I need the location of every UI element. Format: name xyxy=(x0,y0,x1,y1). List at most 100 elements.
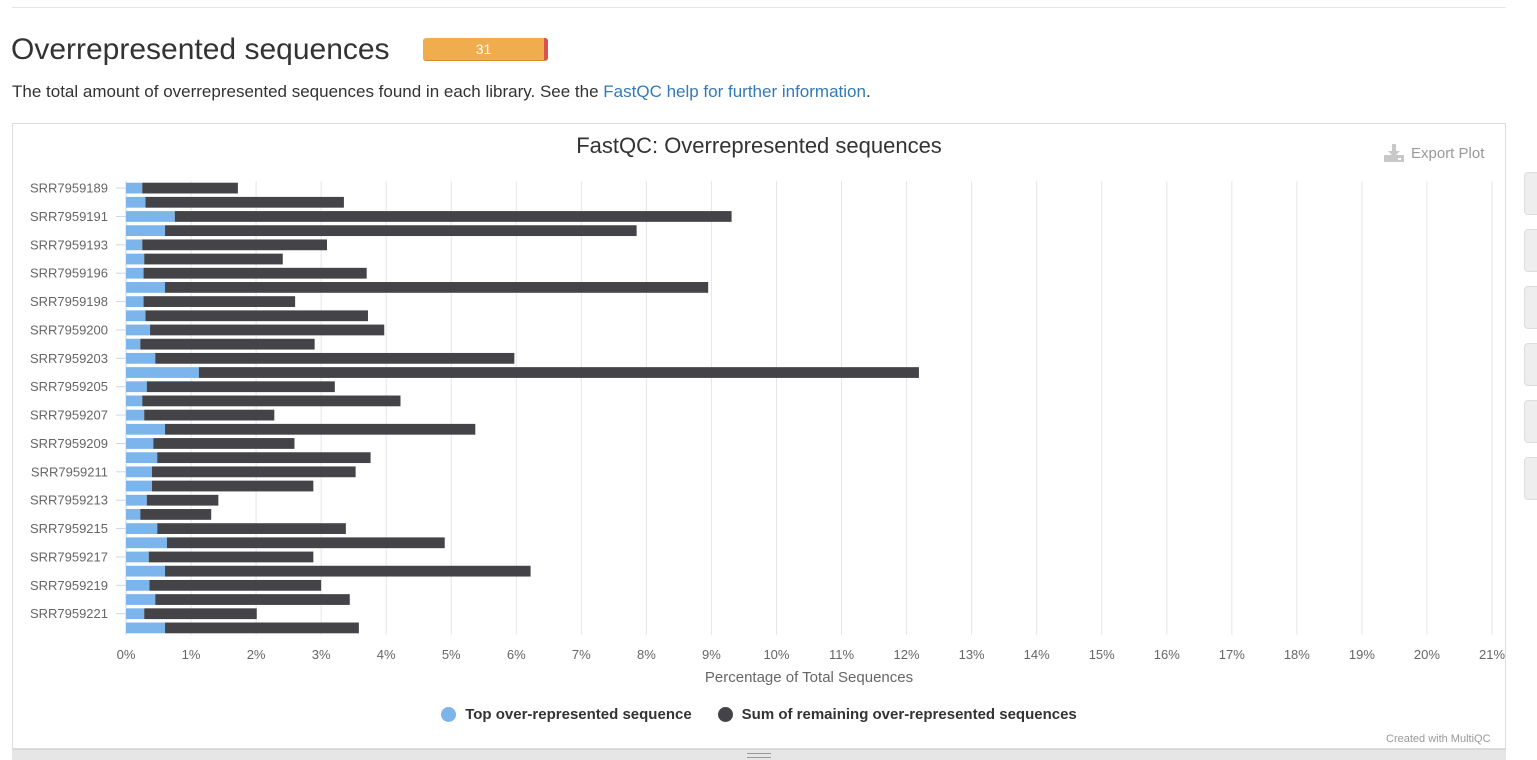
bar-remaining-sequences[interactable] xyxy=(165,423,476,435)
toolbox-tab-3[interactable] xyxy=(1524,286,1537,329)
bar-remaining-sequences[interactable] xyxy=(140,338,315,350)
bar-remaining-sequences[interactable] xyxy=(157,452,371,464)
bar-top-sequence[interactable] xyxy=(126,211,175,222)
bar-top-sequence[interactable] xyxy=(126,296,144,307)
bar-top-sequence[interactable] xyxy=(126,594,156,605)
y-axis-labels: SRR7959189 SRR7959191 SRR7959193 SRR7959196… xyxy=(30,181,126,621)
export-plot-button[interactable]: Export Plot xyxy=(1383,142,1484,164)
bar-remaining-sequences[interactable] xyxy=(165,225,637,237)
legend-label-top: Top over-represented sequence xyxy=(465,706,692,723)
bar-remaining-sequences[interactable] xyxy=(152,480,314,492)
bar-remaining-sequences[interactable] xyxy=(165,622,359,634)
bar-top-sequence[interactable] xyxy=(126,282,166,293)
bar-remaining-sequences[interactable] xyxy=(144,253,283,265)
bar-top-sequence[interactable] xyxy=(126,253,145,265)
bar-remaining-sequences[interactable] xyxy=(142,182,238,194)
bar-remaining-sequences[interactable] xyxy=(153,438,295,449)
bar-top-sequence[interactable] xyxy=(126,608,145,620)
section-description: The total amount of overrepresented sequ… xyxy=(12,81,871,103)
bar-top-sequence[interactable] xyxy=(126,310,146,322)
bar-chart: SRR7959189 SRR7959191 SRR7959193 SRR7959196… xyxy=(30,181,1506,686)
legend-item-remaining[interactable]: Sum of remaining over-represented sequen… xyxy=(717,706,1077,723)
bar-top-sequence[interactable] xyxy=(126,367,199,378)
bar-remaining-sequences[interactable] xyxy=(174,211,732,222)
bars xyxy=(126,182,919,634)
bar-remaining-sequences[interactable] xyxy=(143,296,296,307)
bar-remaining-sequences[interactable] xyxy=(142,239,327,251)
toolbox-tab-6[interactable] xyxy=(1524,457,1537,500)
x-axis-title: Percentage of Total Sequences xyxy=(705,669,913,686)
bar-top-sequence[interactable] xyxy=(126,381,147,393)
bar-remaining-sequences[interactable] xyxy=(145,196,344,208)
y-category-label: SRR7959219 xyxy=(30,578,108,593)
description-text: The total amount of overrepresented sequ… xyxy=(12,82,604,101)
x-tick-label: 20% xyxy=(1414,647,1440,662)
bar-top-sequence[interactable] xyxy=(126,324,151,336)
bar-remaining-sequences[interactable] xyxy=(155,594,350,605)
y-category-label: SRR7959203 xyxy=(30,351,108,366)
bar-remaining-sequences[interactable] xyxy=(140,509,212,520)
toolbox-tab-5[interactable] xyxy=(1524,400,1537,443)
bar-remaining-sequences[interactable] xyxy=(152,466,356,478)
y-category-label: SRR7959211 xyxy=(31,464,108,479)
bar-remaining-sequences[interactable] xyxy=(142,395,401,407)
bar-remaining-sequences[interactable] xyxy=(146,381,335,393)
y-category-label: SRR7959189 xyxy=(30,181,108,196)
bar-top-sequence[interactable] xyxy=(126,480,153,492)
bar-top-sequence[interactable] xyxy=(126,565,166,577)
toolbox-tab-2[interactable] xyxy=(1524,229,1537,272)
bar-remaining-sequences[interactable] xyxy=(155,352,515,364)
bar-top-sequence[interactable] xyxy=(126,182,143,194)
bar-top-sequence[interactable] xyxy=(126,239,143,251)
x-tick-label: 15% xyxy=(1089,647,1115,662)
bar-top-sequence[interactable] xyxy=(126,352,156,364)
bar-remaining-sequences[interactable] xyxy=(150,324,385,336)
bar-top-sequence[interactable] xyxy=(126,509,141,520)
bar-top-sequence[interactable] xyxy=(126,537,167,549)
bar-remaining-sequences[interactable] xyxy=(144,608,257,620)
bar-remaining-sequences[interactable] xyxy=(145,310,368,322)
bar-remaining-sequences[interactable] xyxy=(165,282,709,293)
bar-remaining-sequences[interactable] xyxy=(165,565,531,577)
bar-top-sequence[interactable] xyxy=(126,494,147,506)
bar-top-sequence[interactable] xyxy=(126,267,144,279)
toolbox-tab-1[interactable] xyxy=(1524,172,1537,215)
bar-top-sequence[interactable] xyxy=(126,523,158,534)
bar-top-sequence[interactable] xyxy=(126,551,149,563)
section-title: Overrepresented sequences xyxy=(11,33,390,66)
bar-remaining-sequences[interactable] xyxy=(148,551,314,563)
bar-remaining-sequences[interactable] xyxy=(198,367,919,378)
bar-remaining-sequences[interactable] xyxy=(144,409,275,421)
y-category-label: SRR7959207 xyxy=(30,408,108,423)
x-tick-label: 0% xyxy=(117,647,136,662)
bar-remaining-sequences[interactable] xyxy=(146,494,219,506)
bar-top-sequence[interactable] xyxy=(126,338,141,350)
bar-remaining-sequences[interactable] xyxy=(157,523,346,534)
bar-top-sequence[interactable] xyxy=(126,409,145,421)
toolbox-tab-4[interactable] xyxy=(1524,343,1537,386)
y-category-label: SRR7959198 xyxy=(30,294,108,309)
bar-top-sequence[interactable] xyxy=(126,452,158,464)
bar-top-sequence[interactable] xyxy=(126,423,166,435)
bar-remaining-sequences[interactable] xyxy=(143,267,367,279)
bar-top-sequence[interactable] xyxy=(126,466,153,478)
x-tick-label: 1% xyxy=(182,647,201,662)
x-tick-label: 13% xyxy=(959,647,985,662)
bar-remaining-sequences[interactable] xyxy=(149,579,322,591)
bar-top-sequence[interactable] xyxy=(126,438,154,449)
grip-icon xyxy=(747,753,771,758)
x-tick-label: 16% xyxy=(1154,647,1180,662)
fastqc-help-link[interactable]: FastQC help for further information xyxy=(603,82,866,101)
bar-top-sequence[interactable] xyxy=(126,196,146,208)
x-tick-label: 17% xyxy=(1219,647,1245,662)
bar-top-sequence[interactable] xyxy=(126,579,150,591)
bar-top-sequence[interactable] xyxy=(126,395,143,407)
legend: Top over-represented sequence Sum of rem… xyxy=(0,706,1518,723)
bar-top-sequence[interactable] xyxy=(126,622,166,634)
legend-item-top[interactable]: Top over-represented sequence xyxy=(441,706,692,723)
bar-top-sequence[interactable] xyxy=(126,225,166,237)
bar-remaining-sequences[interactable] xyxy=(166,537,445,549)
y-category-label: SRR7959196 xyxy=(30,266,108,281)
status-bar[interactable]: 31 xyxy=(423,38,548,61)
plot-resize-handle[interactable] xyxy=(12,749,1506,760)
